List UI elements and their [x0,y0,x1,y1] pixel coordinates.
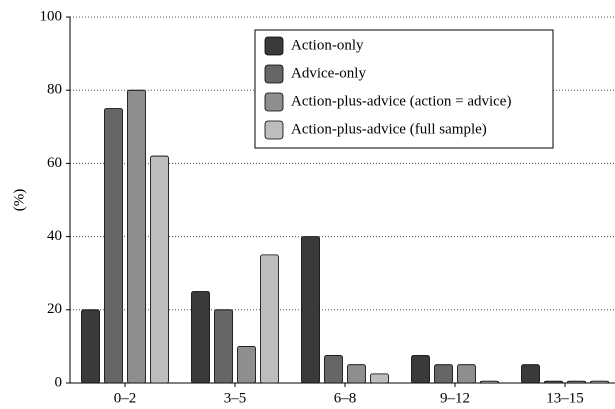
y-tick-label: 100 [40,8,63,24]
legend-swatch [264,64,284,84]
bar [81,309,100,384]
x-tick-label: 13–15 [546,390,584,406]
legend-label: Action-plus-advice (action = advice) [291,93,511,109]
bar [127,89,146,384]
legend-label: Action-only [291,37,364,53]
bar [260,254,279,384]
bar [411,355,430,384]
y-tick-label: 80 [47,82,62,98]
y-tick-label: 20 [47,301,62,317]
bar [567,380,586,384]
legend-swatch [264,120,284,140]
x-tick-label: 9–12 [440,390,470,406]
legend-label: Action-plus-advice (full sample) [291,121,487,137]
bar [544,380,563,384]
x-tick-label: 3–5 [224,390,247,406]
legend-box [254,29,554,149]
bar [104,108,123,384]
bar [150,155,169,384]
y-tick-label: 0 [55,374,63,390]
bar [370,373,389,384]
bar [521,364,540,384]
bar [324,355,343,384]
x-tick-label: 6–8 [334,390,357,406]
y-tick-label: 60 [47,155,62,171]
legend-label: Advice-only [291,65,366,81]
x-tick-label: 0–2 [114,390,137,406]
bar [191,291,210,384]
y-axis-label: (%) [11,189,27,212]
y-tick-label: 40 [47,228,62,244]
bar [480,380,499,384]
bar [457,364,476,384]
bar [434,364,453,384]
bar [301,236,320,384]
bar [590,380,609,384]
bar [214,309,233,384]
bar [347,364,366,384]
legend-swatch [264,36,284,56]
legend-swatch [264,92,284,112]
bar [237,345,256,384]
